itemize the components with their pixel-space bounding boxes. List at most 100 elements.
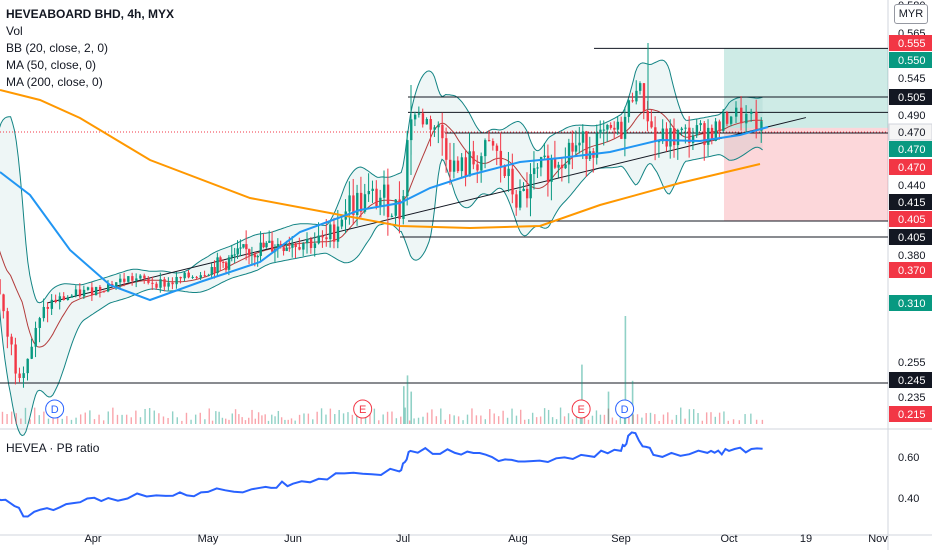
candle-body [123, 278, 126, 282]
candle-body [90, 287, 94, 296]
volume-bar [171, 411, 174, 424]
candle-body [522, 188, 525, 192]
candle-body [203, 275, 206, 277]
volume-spike [403, 386, 405, 424]
volume-bar [264, 414, 266, 424]
position-stop-zone [724, 127, 888, 221]
price-label-text: 0.310 [898, 298, 926, 310]
volume-bar [329, 408, 332, 424]
price-label-bg [889, 406, 932, 422]
candle-body [421, 113, 425, 125]
candle-body [620, 121, 623, 139]
volume-bar [144, 408, 146, 424]
volume-bar [158, 413, 160, 424]
candle-body [503, 165, 506, 177]
volume-bar [723, 411, 725, 424]
volume-bar [654, 414, 656, 424]
candle-body [441, 124, 444, 139]
volume-bar [755, 419, 758, 424]
indicator-vol[interactable]: Vol [6, 24, 23, 38]
volume-bar [373, 408, 376, 424]
candle-body [402, 196, 405, 219]
candle-body [499, 150, 503, 166]
volume-bar [705, 412, 708, 424]
candle-body [167, 282, 170, 287]
price-label: 0.505 [889, 89, 932, 105]
pb-ratio-label[interactable]: HEVEA · PB ratio [6, 441, 100, 455]
candle-body [74, 289, 78, 296]
volume-bar [567, 413, 570, 424]
candle-body [379, 197, 382, 207]
volume-bar [130, 417, 132, 424]
candle-body [159, 279, 162, 288]
candle-body [631, 100, 634, 102]
price-tick: 0.545 [898, 73, 926, 85]
price-label-bg [889, 141, 932, 157]
volume-bar [535, 417, 538, 424]
candle-body [265, 242, 268, 248]
candle-body [635, 90, 638, 102]
pb-ratio-line [0, 431, 763, 518]
volume-bar [56, 413, 59, 424]
volume-bar [497, 416, 500, 424]
candle-body [429, 119, 432, 130]
indicator-bb[interactable]: BB (20, close, 2, 0) [6, 41, 109, 55]
currency-button[interactable]: MYR [894, 4, 928, 24]
candle-body [127, 276, 130, 282]
candle-body [616, 121, 620, 130]
candle-body [367, 190, 371, 195]
volume-bar [244, 420, 247, 424]
candle-body [718, 121, 721, 131]
time-tick: Sep [611, 533, 631, 545]
price-label-bg [889, 89, 932, 105]
candle-body [684, 127, 687, 129]
candle-body [34, 327, 37, 347]
indicator-ma50[interactable]: MA (50, close, 0) [6, 58, 97, 72]
volume-bar [422, 416, 424, 424]
price-label-text: 0.470 [898, 144, 926, 156]
time-tick: Apr [84, 533, 101, 545]
volume-bar [307, 413, 310, 424]
price-label: 0.405 [889, 211, 932, 227]
chart-legend: HEVEABOARD BHD, 4h, MYX Vol BB (20, clos… [6, 6, 174, 91]
candle-body [313, 243, 317, 248]
volume-bar [615, 420, 618, 424]
candle-body [725, 112, 729, 124]
price-tick: 0.235 [898, 392, 926, 404]
candle-body [445, 138, 448, 160]
volume-bar [194, 414, 197, 424]
event-marker-e: E [571, 399, 591, 419]
candle-body [22, 373, 25, 378]
volume-bar [320, 408, 323, 424]
volume-bar [29, 419, 31, 424]
price-label-text: 0.470 [898, 162, 926, 174]
volume-spike [410, 391, 413, 424]
candle-body [216, 257, 219, 274]
volume-bar [153, 410, 155, 424]
volume-bar [718, 412, 721, 424]
price-label-text: 0.370 [898, 265, 926, 277]
volume-bar [254, 418, 257, 424]
candle-body [102, 290, 106, 292]
price-label-text: 0.405 [898, 214, 926, 226]
volume-bar [61, 418, 63, 424]
volume-bar [215, 411, 217, 424]
candle-body [363, 194, 367, 212]
volume-bar [287, 419, 289, 424]
candle-body [487, 140, 491, 142]
candle-body [245, 244, 248, 250]
candle-body [464, 157, 467, 177]
volume-bar [52, 414, 54, 424]
volume-bar [135, 410, 137, 424]
candle-body [710, 127, 714, 141]
candle-body [525, 188, 529, 199]
volume-bar [484, 419, 487, 424]
price-label-text: 0.415 [898, 197, 926, 209]
candle-body [207, 274, 211, 276]
candle-body [225, 262, 228, 270]
time-tick: Aug [508, 533, 528, 545]
candle-body [10, 336, 13, 345]
indicator-ma200[interactable]: MA (200, close, 0) [6, 75, 103, 89]
